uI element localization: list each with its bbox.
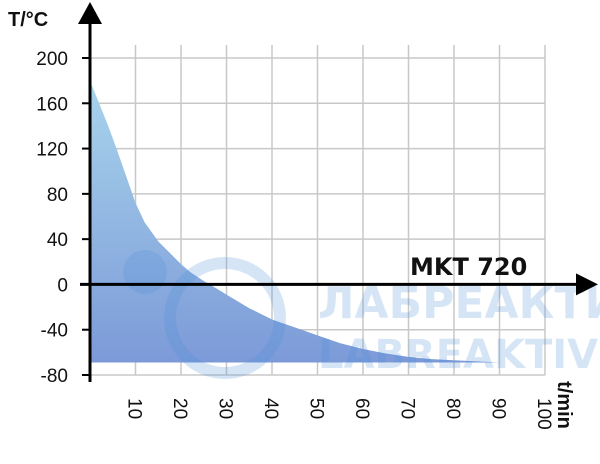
y-tick-label: -80 bbox=[41, 366, 68, 387]
x-tick-label: 20 bbox=[169, 398, 190, 419]
x-tick-label: 30 bbox=[215, 398, 236, 419]
x-tick-label: 60 bbox=[351, 398, 372, 419]
x-axis-title: t/min bbox=[553, 381, 575, 429]
x-tick-label: 90 bbox=[488, 398, 509, 419]
watermark: ЛАБРЕАКТИВ LABREAKTIV bbox=[123, 250, 600, 379]
y-tick-label: -40 bbox=[41, 321, 68, 342]
y-tick-label: 0 bbox=[57, 275, 68, 296]
watermark-logo-dot bbox=[123, 250, 167, 294]
series-label: MKT 720 bbox=[410, 253, 527, 281]
x-tick-label: 40 bbox=[260, 398, 281, 419]
y-tick-label: 120 bbox=[36, 140, 68, 161]
x-tick-label: 80 bbox=[442, 398, 463, 419]
axes bbox=[78, 2, 598, 382]
area-layer bbox=[90, 80, 500, 363]
x-tick-label: 70 bbox=[397, 398, 418, 419]
watermark-text-en: LABREAKTIV bbox=[318, 332, 598, 378]
y-tick-label: 40 bbox=[47, 230, 68, 251]
tick-labels: 10 20 30 40 50 60 70 80 90 100 -80 -40 0 40 80 120 160 20… bbox=[36, 49, 554, 430]
y-tick-label: 200 bbox=[36, 49, 68, 70]
watermark-text-ru: ЛАБРЕАКТИВ bbox=[318, 278, 600, 329]
x-axis-arrow bbox=[576, 273, 598, 296]
y-tick-label: 80 bbox=[47, 185, 68, 206]
cooling-curve-area bbox=[90, 80, 500, 363]
y-tick-label: 160 bbox=[36, 94, 68, 115]
x-tick-label: 10 bbox=[124, 398, 145, 419]
x-tick-label: 50 bbox=[306, 398, 327, 419]
watermark-logo-ring bbox=[164, 257, 286, 379]
y-axis-title: T/°C bbox=[8, 9, 48, 31]
x-tick-label: 100 bbox=[533, 398, 554, 430]
y-axis-arrow bbox=[78, 2, 102, 24]
